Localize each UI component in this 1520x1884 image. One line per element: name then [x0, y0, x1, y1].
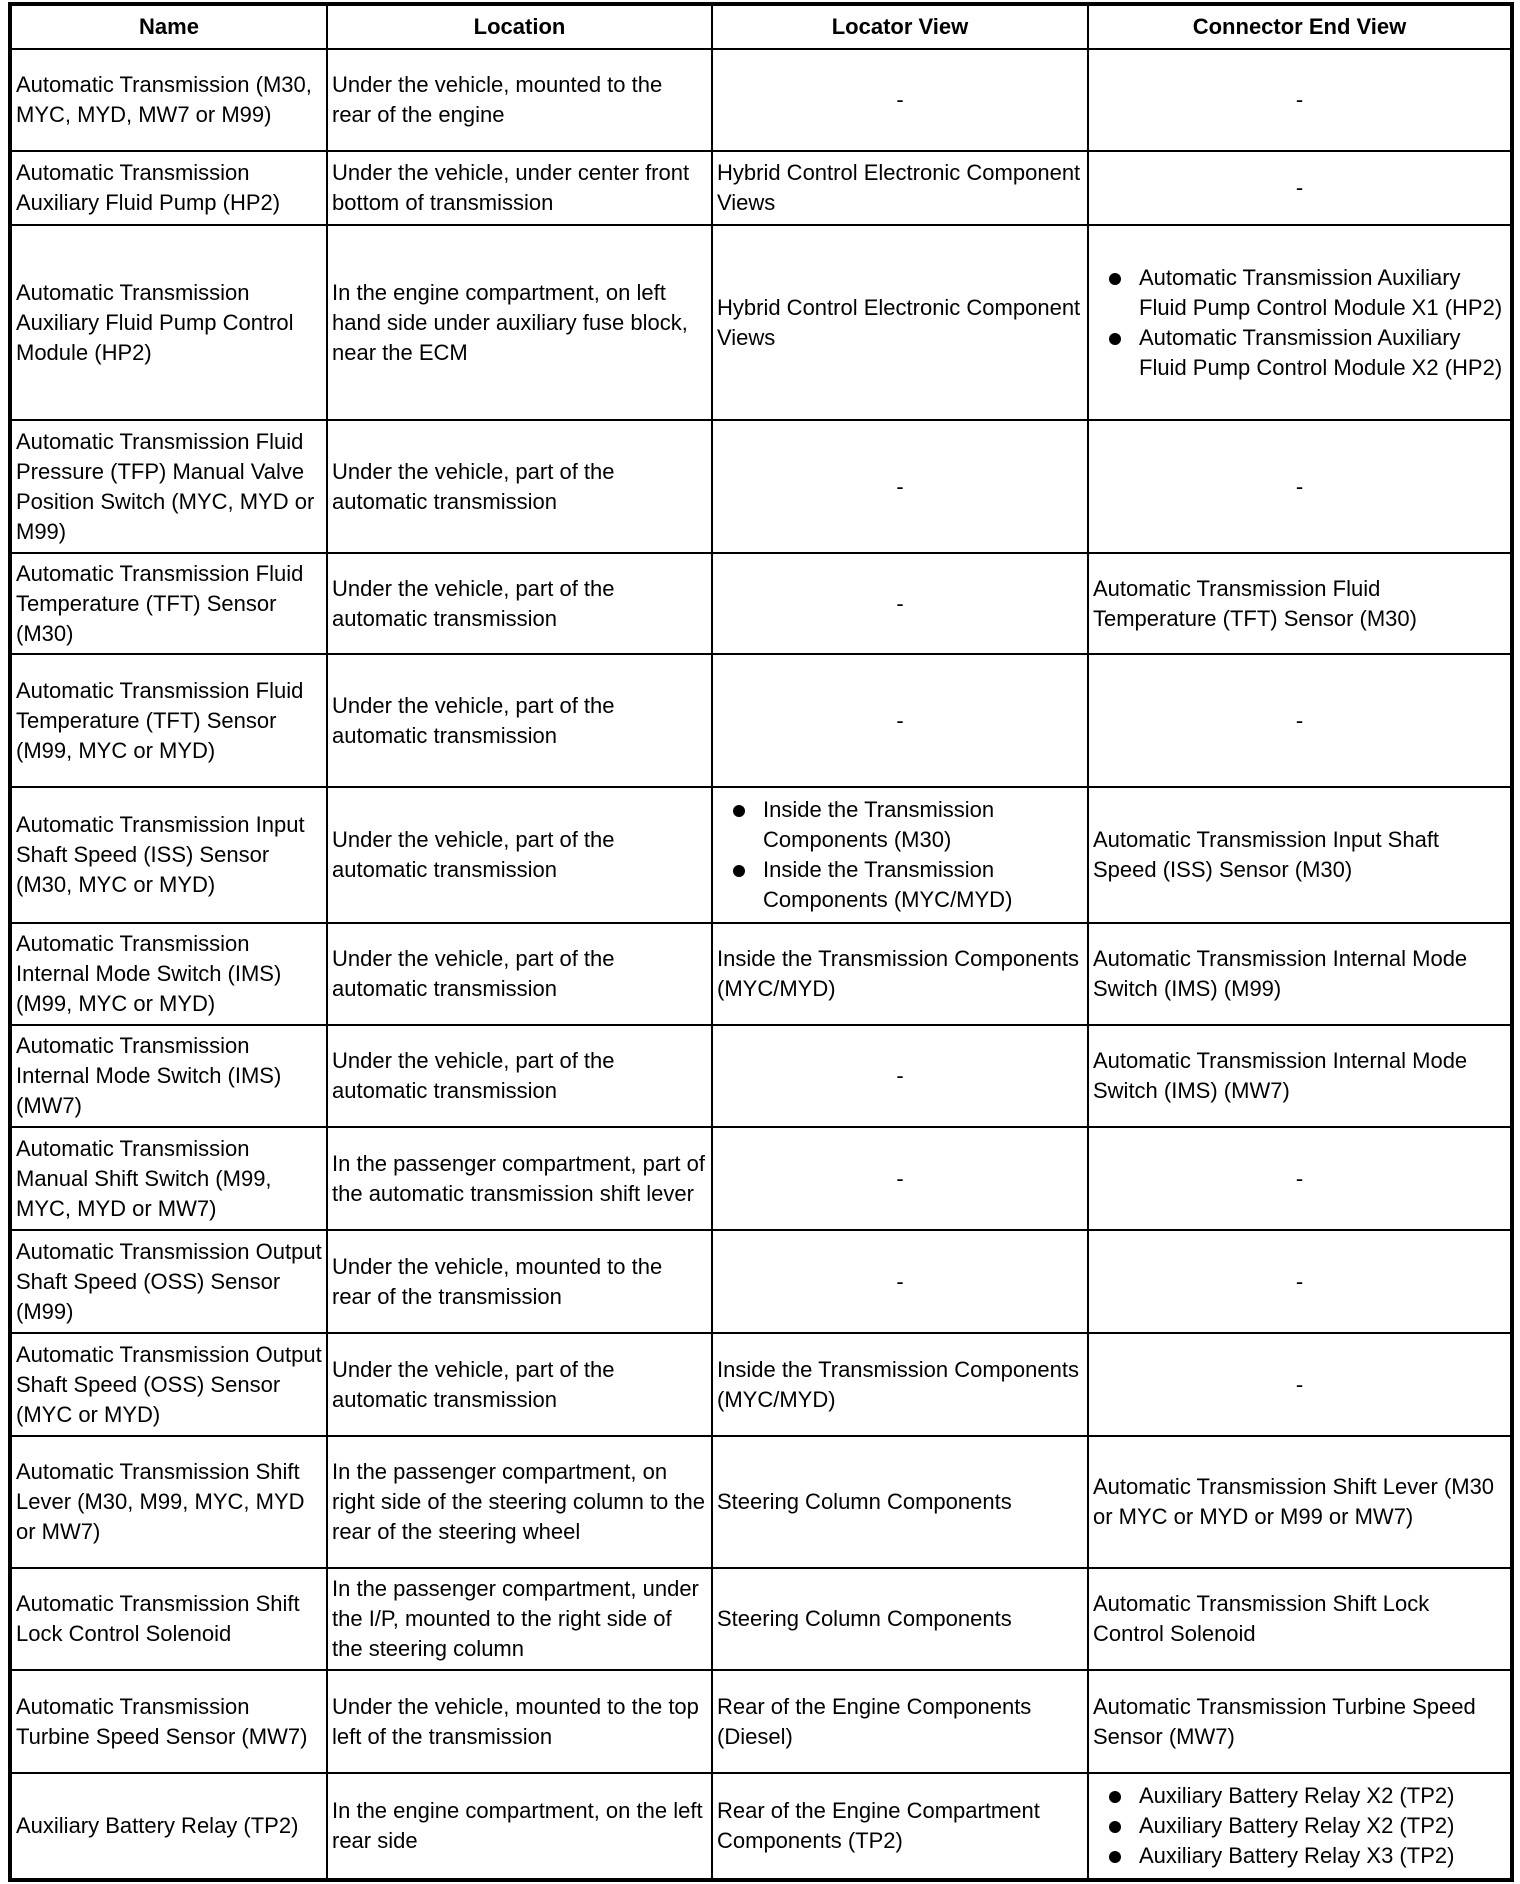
connector-end-view-cell: -: [1087, 1229, 1513, 1334]
location-cell: In the engine compartment, on left hand …: [326, 224, 713, 421]
locator-view-cell: -: [711, 48, 1089, 152]
table-row: Automatic Transmission Output Shaft Spee…: [9, 1229, 1513, 1334]
connector-end-view-cell: Automatic Transmission Shift Lock Contro…: [1087, 1567, 1513, 1671]
locator-view-cell: Rear of the Engine Compartment Component…: [711, 1772, 1089, 1881]
table-row: Automatic Transmission Auxiliary Fluid P…: [9, 224, 1513, 421]
connector-end-view-cell: Automatic Transmission Fluid Temperature…: [1087, 552, 1513, 655]
locator-view-cell: Inside the Transmission Components (MYC/…: [711, 922, 1089, 1026]
location-cell: Under the vehicle, part of the automatic…: [326, 1332, 713, 1437]
connector-end-view-cell: Automatic Transmission Turbine Speed Sen…: [1087, 1669, 1513, 1774]
name-cell: Automatic Transmission Shift Lock Contro…: [9, 1567, 328, 1671]
table-row: Automatic Transmission Shift Lock Contro…: [9, 1567, 1513, 1671]
location-cell: Under the vehicle, mounted to the top le…: [326, 1669, 713, 1774]
connector-end-view-cell: -: [1087, 419, 1513, 554]
table-row: Automatic Transmission Output Shaft Spee…: [9, 1332, 1513, 1437]
table-row: Automatic Transmission Shift Lever (M30,…: [9, 1435, 1513, 1569]
table-row: Automatic Transmission (M30, MYC, MYD, M…: [9, 48, 1513, 152]
table-row: Automatic Transmission Internal Mode Swi…: [9, 1024, 1513, 1128]
connector-end-view-cell: -: [1087, 150, 1513, 226]
name-cell: Automatic Transmission Fluid Temperature…: [9, 552, 328, 655]
locator-view-cell: Hybrid Control Electronic Component View…: [711, 150, 1089, 226]
name-cell: Automatic Transmission Output Shaft Spee…: [9, 1229, 328, 1334]
connector-end-view-cell: Automatic Transmission Auxiliary Fluid P…: [1087, 224, 1513, 421]
connector-end-view-cell: -: [1087, 48, 1513, 152]
locator-view-cell: Rear of the Engine Components (Diesel): [711, 1669, 1089, 1774]
location-cell: Under the vehicle, part of the automatic…: [326, 653, 713, 788]
connector-end-view-cell: Automatic Transmission Shift Lever (M30 …: [1087, 1435, 1513, 1569]
locator-view-cell: Inside the Transmission Components (M30)…: [711, 786, 1089, 924]
name-cell: Automatic Transmission Internal Mode Swi…: [9, 1024, 328, 1128]
location-cell: Under the vehicle, part of the automatic…: [326, 922, 713, 1026]
location-cell: In the passenger compartment, part of th…: [326, 1126, 713, 1231]
location-cell: Under the vehicle, under center front bo…: [326, 150, 713, 226]
table-row: Automatic Transmission Fluid Pressure (T…: [9, 419, 1513, 554]
location-cell: In the passenger compartment, on right s…: [326, 1435, 713, 1569]
name-cell: Automatic Transmission (M30, MYC, MYD, M…: [9, 48, 328, 152]
name-cell: Automatic Transmission Fluid Temperature…: [9, 653, 328, 788]
locator-view-cell: Inside the Transmission Components (MYC/…: [711, 1332, 1089, 1437]
bullet-list: Inside the Transmission Components (M30)…: [717, 795, 1083, 915]
location-cell: Under the vehicle, mounted to the rear o…: [326, 48, 713, 152]
header-locator-view: Locator View: [711, 3, 1089, 50]
name-cell: Automatic Transmission Fluid Pressure (T…: [9, 419, 328, 554]
table-row: Automatic Transmission Internal Mode Swi…: [9, 922, 1513, 1026]
name-cell: Automatic Transmission Internal Mode Swi…: [9, 922, 328, 1026]
name-cell: Automatic Transmission Shift Lever (M30,…: [9, 1435, 328, 1569]
header-location: Location: [326, 3, 713, 50]
bullet-item: Auxiliary Battery Relay X2 (TP2): [1109, 1811, 1506, 1841]
table-row: Auxiliary Battery Relay (TP2) In the engi…: [9, 1772, 1513, 1881]
name-cell: Automatic Transmission Auxiliary Fluid P…: [9, 224, 328, 421]
bullet-item: Inside the Transmission Components (MYC/…: [733, 855, 1083, 915]
connector-end-view-cell: Automatic Transmission Input Shaft Speed…: [1087, 786, 1513, 924]
table-row: Automatic Transmission Auxiliary Fluid P…: [9, 150, 1513, 226]
bullet-item: Automatic Transmission Auxiliary Fluid P…: [1109, 323, 1506, 383]
name-cell: Automatic Transmission Output Shaft Spee…: [9, 1332, 328, 1437]
header-row: Name Location Locator View Connector End…: [9, 3, 1513, 50]
name-cell: Automatic Transmission Input Shaft Speed…: [9, 786, 328, 924]
table-row: Automatic Transmission Input Shaft Speed…: [9, 786, 1513, 924]
table-row: Automatic Transmission Fluid Temperature…: [9, 552, 1513, 655]
location-cell: Under the vehicle, part of the automatic…: [326, 786, 713, 924]
bullet-item: Automatic Transmission Auxiliary Fluid P…: [1109, 263, 1506, 323]
locator-view-cell: Hybrid Control Electronic Component View…: [711, 224, 1089, 421]
table-row: Automatic Transmission Manual Shift Swit…: [9, 1126, 1513, 1231]
connector-end-view-cell: Auxiliary Battery Relay X2 (TP2) Auxiliar…: [1087, 1772, 1513, 1881]
bullet-item: Auxiliary Battery Relay X3 (TP2): [1109, 1841, 1506, 1871]
connector-end-view-cell: Automatic Transmission Internal Mode Swi…: [1087, 922, 1513, 1026]
location-cell: Under the vehicle, part of the automatic…: [326, 552, 713, 655]
connector-end-view-cell: -: [1087, 1126, 1513, 1231]
location-cell: In the engine compartment, on the left r…: [326, 1772, 713, 1881]
table-row: Automatic Transmission Turbine Speed Sen…: [9, 1669, 1513, 1774]
name-cell: Automatic Transmission Manual Shift Swit…: [9, 1126, 328, 1231]
header-name: Name: [9, 3, 328, 50]
locator-view-cell: -: [711, 1024, 1089, 1128]
bullet-item: Auxiliary Battery Relay X2 (TP2): [1109, 1781, 1506, 1811]
connector-end-view-cell: Automatic Transmission Internal Mode Swi…: [1087, 1024, 1513, 1128]
connector-end-view-cell: -: [1087, 653, 1513, 788]
name-cell: Automatic Transmission Auxiliary Fluid P…: [9, 150, 328, 226]
location-cell: Under the vehicle, part of the automatic…: [326, 419, 713, 554]
name-cell: Auxiliary Battery Relay (TP2): [9, 1772, 328, 1881]
locator-view-cell: -: [711, 653, 1089, 788]
bullet-item: Inside the Transmission Components (M30): [733, 795, 1083, 855]
table-row: Automatic Transmission Fluid Temperature…: [9, 653, 1513, 788]
component-locator-table: Name Location Locator View Connector End…: [8, 2, 1514, 1882]
bullet-list: Automatic Transmission Auxiliary Fluid P…: [1093, 263, 1506, 383]
location-cell: In the passenger compartment, under the …: [326, 1567, 713, 1671]
locator-view-cell: -: [711, 552, 1089, 655]
locator-view-cell: Steering Column Components: [711, 1435, 1089, 1569]
header-connector-end-view: Connector End View: [1087, 3, 1513, 50]
bullet-list: Auxiliary Battery Relay X2 (TP2) Auxiliar…: [1093, 1781, 1506, 1871]
location-cell: Under the vehicle, mounted to the rear o…: [326, 1229, 713, 1334]
locator-view-cell: Steering Column Components: [711, 1567, 1089, 1671]
locator-view-cell: -: [711, 419, 1089, 554]
locator-view-cell: -: [711, 1229, 1089, 1334]
location-cell: Under the vehicle, part of the automatic…: [326, 1024, 713, 1128]
name-cell: Automatic Transmission Turbine Speed Sen…: [9, 1669, 328, 1774]
connector-end-view-cell: -: [1087, 1332, 1513, 1437]
locator-view-cell: -: [711, 1126, 1089, 1231]
